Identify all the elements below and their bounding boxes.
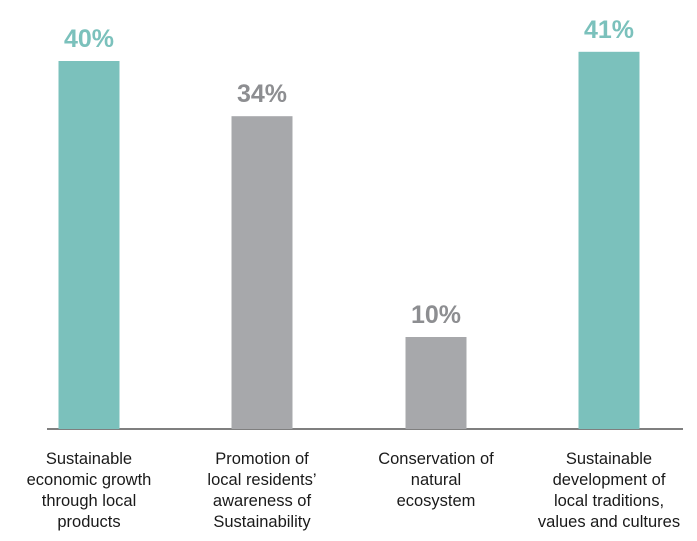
category-label-line: local traditions, xyxy=(553,492,665,510)
value-labels-group: 40% 34% 10% 41% xyxy=(64,16,634,329)
category-label-line: Sustainable xyxy=(565,450,653,468)
category-label-line: Sustainable xyxy=(45,450,133,468)
category-label-4: Sustainable development of local tradition… xyxy=(534,449,684,533)
category-label-3: Conservation of natural ecosystem xyxy=(361,449,511,512)
category-label-line: local residents’ xyxy=(207,471,317,489)
category-label-line: awareness of xyxy=(212,492,312,510)
bar-2 xyxy=(231,116,293,429)
value-label-2: 34% xyxy=(237,80,287,108)
category-label-line: through local xyxy=(41,492,137,510)
category-label-2: Promotion of local residents’ awareness of… xyxy=(187,449,337,533)
value-label-1: 40% xyxy=(64,25,114,53)
category-label-line: development of xyxy=(552,471,666,489)
category-label-1: Sustainable economic growth through local p… xyxy=(14,449,164,533)
category-label-line: economic growth xyxy=(26,471,152,489)
value-label-4: 41% xyxy=(584,16,634,44)
bars-group xyxy=(58,51,640,430)
bar-3 xyxy=(405,337,467,429)
bar-1 xyxy=(58,61,120,429)
category-label-line: natural xyxy=(410,471,462,489)
category-label-line: ecosystem xyxy=(396,492,476,510)
category-label-line: Conservation of xyxy=(378,450,494,468)
value-label-3: 10% xyxy=(411,301,461,329)
category-label-line: products xyxy=(57,513,121,531)
category-label-line: Promotion of xyxy=(215,450,309,468)
category-label-line: Sustainability xyxy=(213,513,311,531)
bar-4 xyxy=(578,51,640,430)
category-label-line: values and cultures xyxy=(537,513,681,531)
